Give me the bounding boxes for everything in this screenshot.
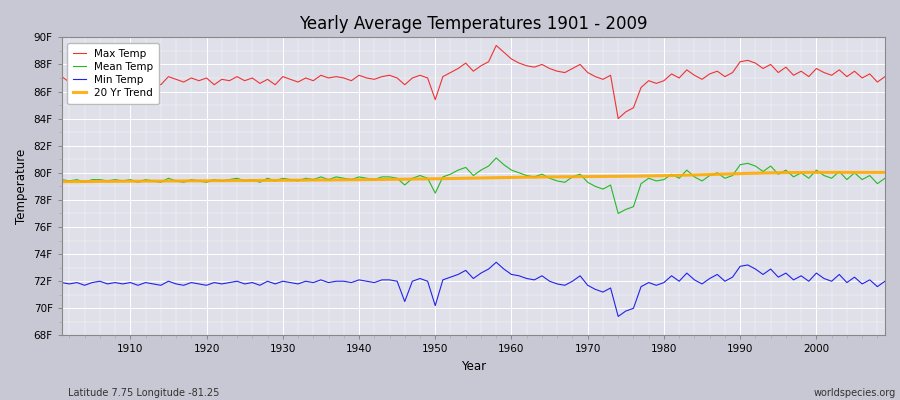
Min Temp	[57, 280, 68, 285]
Mean Temp	[285, 177, 296, 182]
Line: Max Temp: Max Temp	[62, 46, 885, 119]
Max Temp	[330, 74, 341, 79]
Legend: Max Temp, Mean Temp, Min Temp, 20 Yr Trend: Max Temp, Mean Temp, Min Temp, 20 Yr Tre…	[67, 42, 159, 104]
Mean Temp	[330, 174, 341, 179]
20 Yr Trend	[285, 178, 296, 183]
Max Temp	[514, 61, 525, 66]
20 Yr Trend	[330, 178, 341, 182]
Line: Mean Temp: Mean Temp	[62, 158, 885, 214]
Mean Temp	[117, 178, 128, 183]
Mean Temp	[879, 176, 890, 181]
Min Temp	[491, 260, 501, 265]
Max Temp	[491, 43, 501, 48]
Y-axis label: Temperature: Temperature	[15, 149, 28, 224]
20 Yr Trend	[57, 179, 68, 184]
20 Yr Trend	[117, 179, 128, 184]
Mean Temp	[57, 177, 68, 182]
Max Temp	[117, 80, 128, 84]
Max Temp	[613, 116, 624, 121]
Max Temp	[285, 77, 296, 82]
Text: Latitude 7.75 Longitude -81.25: Latitude 7.75 Longitude -81.25	[68, 388, 219, 398]
20 Yr Trend	[506, 175, 517, 180]
Min Temp	[879, 279, 890, 284]
Max Temp	[57, 74, 68, 79]
X-axis label: Year: Year	[461, 360, 486, 373]
Min Temp	[514, 273, 525, 278]
Line: Min Temp: Min Temp	[62, 262, 885, 316]
Max Temp	[605, 73, 616, 78]
Max Temp	[879, 74, 890, 79]
Mean Temp	[613, 211, 624, 216]
Text: worldspecies.org: worldspecies.org	[814, 388, 896, 398]
Mean Temp	[506, 168, 517, 172]
20 Yr Trend	[804, 170, 814, 175]
Title: Yearly Average Temperatures 1901 - 2009: Yearly Average Temperatures 1901 - 2009	[299, 15, 648, 33]
Mean Temp	[514, 170, 525, 175]
Min Temp	[330, 279, 341, 284]
Min Temp	[613, 314, 624, 319]
Min Temp	[506, 272, 517, 277]
Mean Temp	[491, 156, 501, 160]
Line: 20 Yr Trend: 20 Yr Trend	[62, 172, 885, 182]
20 Yr Trend	[879, 170, 890, 175]
Mean Temp	[605, 183, 616, 188]
20 Yr Trend	[499, 175, 509, 180]
20 Yr Trend	[598, 174, 608, 179]
Min Temp	[605, 286, 616, 290]
Min Temp	[117, 282, 128, 286]
Min Temp	[285, 280, 296, 285]
Max Temp	[506, 57, 517, 62]
